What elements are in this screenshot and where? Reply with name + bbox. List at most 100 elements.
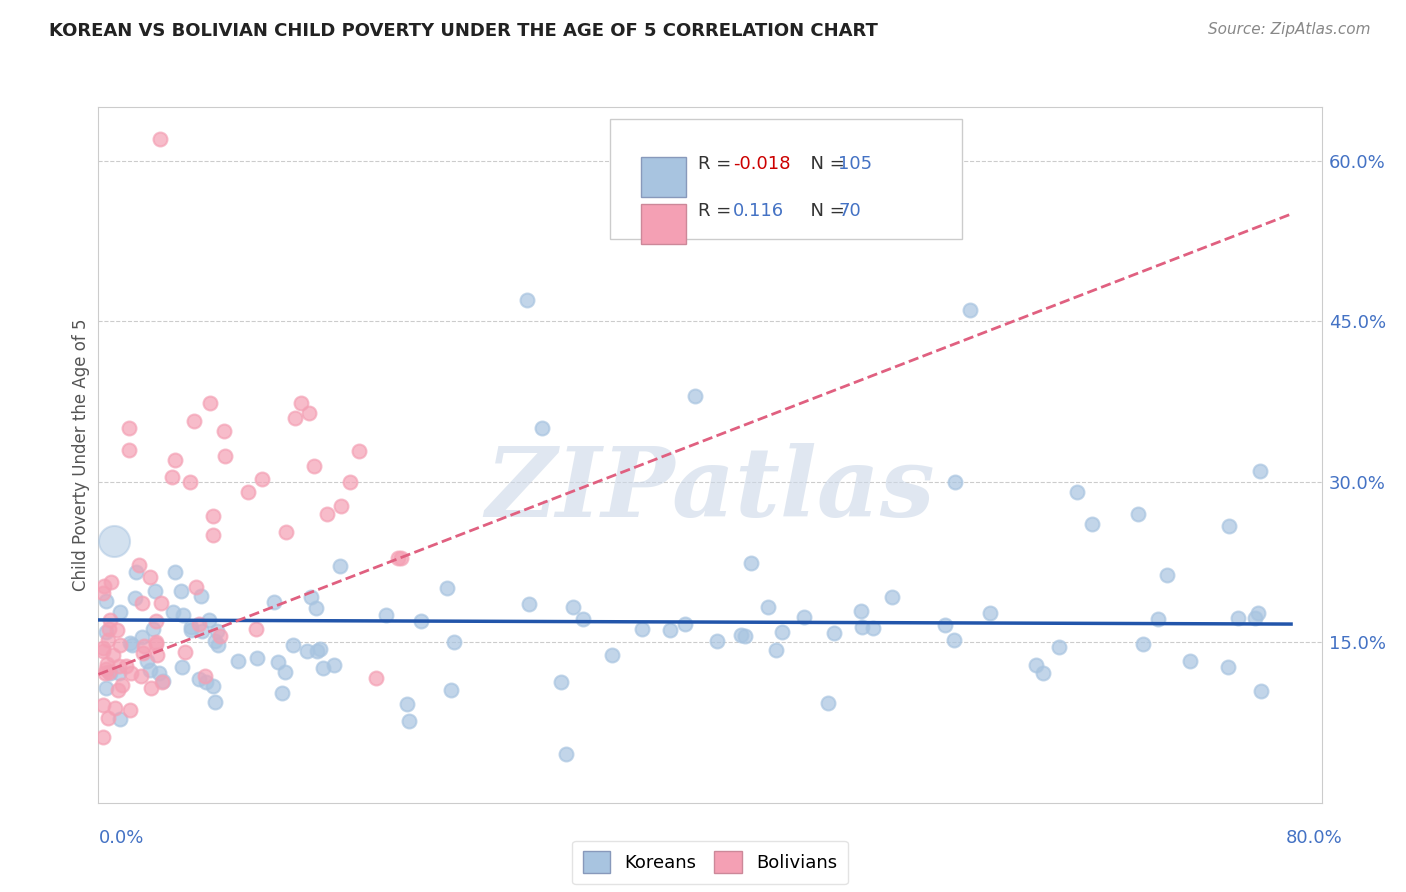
Text: 0.116: 0.116 [733, 202, 783, 220]
Point [148, 666, 170, 681]
Point [409, 614, 432, 628]
Text: KOREAN VS BOLIVIAN CHILD POVERTY UNDER THE AGE OF 5 CORRELATION CHART: KOREAN VS BOLIVIAN CHILD POVERTY UNDER T… [49, 22, 879, 40]
Point [734, 629, 756, 643]
Point [1128, 507, 1150, 521]
Point [880, 590, 903, 604]
Point [101, 648, 124, 662]
Text: -0.018: -0.018 [733, 155, 790, 173]
Legend: Koreans, Bolivians: Koreans, Bolivians [572, 840, 848, 884]
Point [1132, 637, 1154, 651]
Point [94, 625, 117, 640]
Point [94, 662, 117, 676]
Point [683, 389, 706, 403]
Point [105, 623, 128, 637]
Point [934, 618, 956, 632]
Point [91, 585, 114, 599]
Text: ZIPatlas: ZIPatlas [485, 442, 935, 537]
Point [173, 645, 195, 659]
Point [823, 626, 845, 640]
Point [274, 524, 297, 539]
Point [118, 421, 141, 435]
Point [118, 442, 141, 457]
Point [184, 580, 207, 594]
Point [245, 623, 267, 637]
Point [1216, 660, 1239, 674]
Point [1247, 606, 1270, 620]
Text: 105: 105 [838, 155, 872, 173]
Point [562, 600, 585, 615]
Point [93, 579, 115, 593]
Point [339, 475, 361, 490]
Text: N =: N = [799, 202, 856, 220]
Point [98, 622, 121, 636]
Point [208, 629, 231, 643]
Point [120, 666, 142, 681]
Point [103, 533, 125, 548]
Point [142, 622, 165, 636]
Point [180, 620, 202, 634]
Text: R =: R = [697, 202, 742, 220]
Point [1147, 612, 1170, 626]
Point [120, 703, 142, 717]
Point [146, 648, 169, 662]
Point [851, 620, 873, 634]
Point [1218, 519, 1240, 533]
Point [281, 638, 304, 652]
Point [1066, 485, 1088, 500]
Point [516, 293, 538, 307]
Point [295, 644, 318, 658]
Point [94, 594, 117, 608]
Point [267, 655, 290, 669]
Point [202, 528, 225, 542]
Point [98, 613, 121, 627]
Point [1178, 654, 1201, 668]
Point [108, 605, 131, 619]
Point [172, 659, 194, 673]
Point [817, 696, 839, 710]
Point [389, 550, 412, 565]
Point [172, 607, 194, 622]
Point [673, 617, 696, 632]
Point [631, 622, 654, 636]
Point [236, 484, 259, 499]
Point [201, 679, 224, 693]
Text: 80.0%: 80.0% [1286, 829, 1343, 847]
Point [194, 669, 217, 683]
Point [302, 459, 325, 474]
Point [849, 604, 872, 618]
Point [329, 559, 352, 574]
Point [145, 614, 167, 628]
Point [190, 589, 212, 603]
Point [959, 303, 981, 318]
Point [139, 570, 162, 584]
Point [188, 616, 211, 631]
Point [191, 624, 214, 639]
Point [214, 449, 236, 463]
Point [134, 639, 156, 653]
Point [436, 581, 458, 595]
Point [149, 132, 172, 146]
Point [152, 674, 174, 689]
Point [330, 499, 353, 513]
Point [600, 648, 623, 662]
Point [387, 550, 409, 565]
Point [131, 630, 153, 644]
Point [770, 624, 793, 639]
Point [307, 644, 329, 658]
Point [94, 681, 117, 696]
Point [979, 606, 1001, 620]
Point [375, 608, 398, 623]
Y-axis label: Child Poverty Under the Age of 5: Child Poverty Under the Age of 5 [72, 318, 90, 591]
Point [160, 469, 183, 483]
Point [204, 634, 226, 648]
Point [862, 621, 884, 635]
Point [572, 612, 595, 626]
Point [943, 632, 966, 647]
Point [517, 597, 540, 611]
Point [316, 507, 339, 521]
Point [198, 613, 221, 627]
Point [124, 591, 146, 605]
Point [263, 594, 285, 608]
Point [212, 425, 235, 439]
Point [91, 730, 114, 744]
